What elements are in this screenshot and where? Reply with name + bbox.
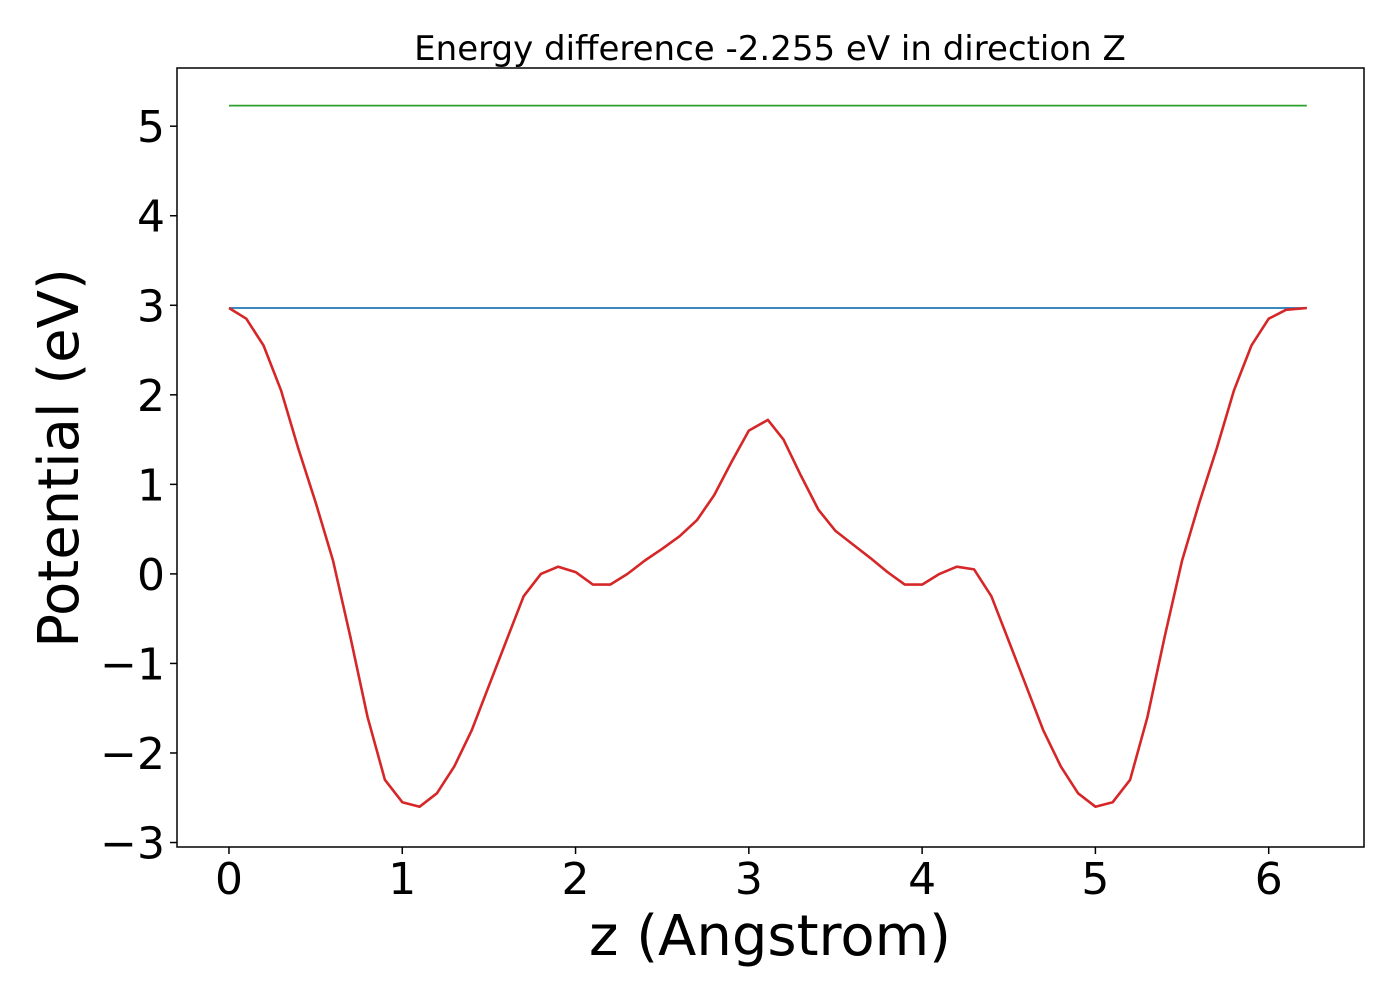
x-axis-label: z (Angstrom) (589, 904, 951, 969)
x-tick-label: 1 (388, 854, 416, 905)
series-layer (228, 104, 1307, 809)
x-tick-label: 3 (735, 854, 763, 905)
y-tick-label: 2 (137, 371, 165, 422)
y-axis-ticks: −3 −2 −1 0 1 2 3 4 5 (100, 102, 177, 870)
y-tick-label: −1 (100, 639, 165, 690)
y-tick-label: 5 (137, 102, 165, 153)
series-line-2 (228, 306, 1307, 809)
x-tick-label: 2 (562, 854, 590, 905)
y-tick-label: −3 (100, 819, 165, 870)
x-tick-label: 0 (215, 854, 243, 905)
x-tick-label: 4 (908, 854, 936, 905)
x-tick-label: 6 (1255, 854, 1283, 905)
x-axis-ticks: 0 1 2 3 4 5 6 (215, 847, 1283, 905)
y-tick-label: 3 (137, 281, 165, 332)
chart-title: Energy difference -2.255 eV in direction… (414, 29, 1126, 69)
y-tick-label: 4 (137, 192, 165, 243)
y-axis-label: Potential (eV) (27, 268, 92, 648)
y-tick-label: −2 (100, 729, 165, 780)
y-tick-label: 0 (137, 550, 165, 601)
plot-area-frame (176, 67, 1365, 848)
y-tick-label: 1 (137, 460, 165, 511)
x-tick-label: 5 (1081, 854, 1109, 905)
